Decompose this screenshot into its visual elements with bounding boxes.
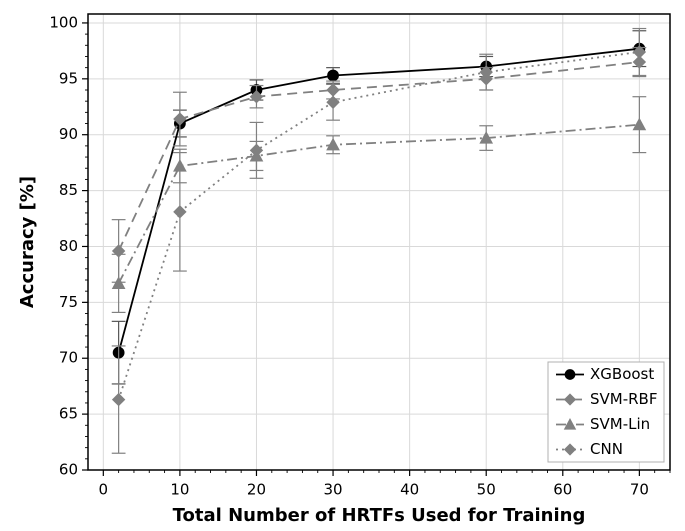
ytick-label: 85	[59, 181, 78, 199]
chart-svg: 0 10 20 30 40 50 60 70 60 65 70 75 80 85 90 95 100 Total …	[0, 0, 685, 531]
ytick-label: 60	[59, 461, 78, 479]
series-svm_lin	[112, 97, 647, 313]
xtick-label: 0	[99, 481, 109, 499]
series-xgboost	[112, 31, 647, 384]
xtick-label: 50	[477, 481, 496, 499]
ytick-label: 90	[59, 125, 78, 143]
accuracy-chart: 0 10 20 30 40 50 60 70 60 65 70 75 80 85 90 95 100 Total …	[0, 0, 685, 531]
ytick-label: 65	[59, 405, 78, 423]
xtick-label: 40	[400, 481, 419, 499]
yaxis-label: Accuracy [%]	[17, 176, 38, 308]
ytick-label: 75	[59, 293, 78, 311]
xtick-label: 30	[324, 481, 343, 499]
legend-label-xgboost: XGBoost	[590, 365, 654, 383]
xtick-label: 10	[170, 481, 189, 499]
xtick-label: 70	[630, 481, 649, 499]
ytick-label: 95	[59, 69, 78, 87]
legend-label-svm_lin: SVM-Lin	[590, 415, 650, 433]
xtick-label: 20	[247, 481, 266, 499]
ytick-label: 70	[59, 349, 78, 367]
xaxis-label: Total Number of HRTFs Used for Training	[173, 505, 586, 526]
ytick-label: 80	[59, 237, 78, 255]
legend-label-svm_rbf: SVM-RBF	[590, 390, 657, 408]
ytick-label: 100	[49, 13, 78, 31]
xtick-label: 60	[553, 481, 572, 499]
legend-label-cnn: CNN	[590, 440, 623, 458]
